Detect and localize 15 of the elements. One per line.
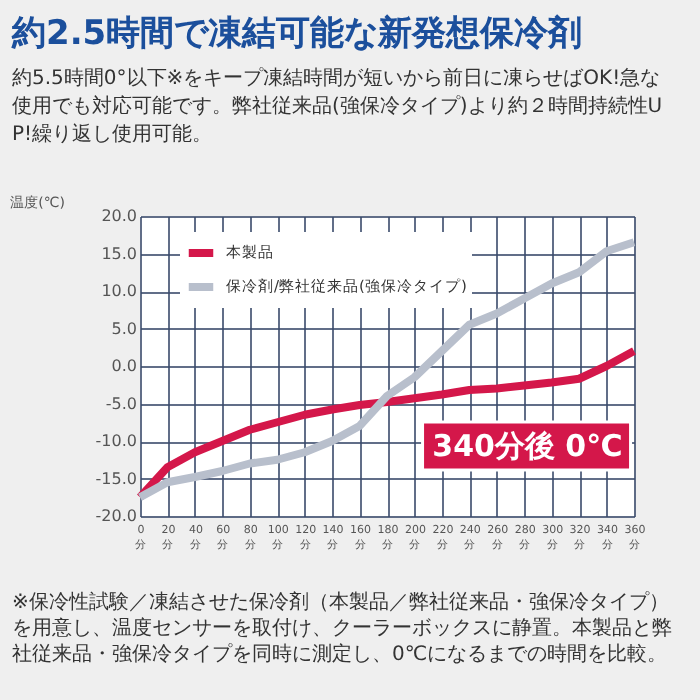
- chart-subtitle: 約5.5時間0°以下※をキープ凍結時間が短いから前日に凍らせばOK!急な使用でも対応可能です。弊社従来品(強保冷タイプ)より約２時間持続性UP!繰り返し使用可能。: [12, 66, 663, 146]
- text: ※保冷性試験／凍結させた保冷剤（本製品／弊社従来品・強保冷タイプ）を用意し、温度センサーを取付け、クーラーボックスに静置。本製品と弊社従来品・強保冷タイプを同時に測定し、0℃になるまでの時間を比較。: [12, 590, 672, 666]
- annotation: 340分後 0℃: [432, 428, 623, 464]
- y-tick-label: 0.0: [111, 357, 137, 375]
- line-series: [136, 238, 638, 502]
- y-tick-label: -15.0: [95, 469, 137, 488]
- y-tick-label: 20.0: [101, 207, 137, 225]
- line-series: [136, 347, 638, 502]
- y-tick-label: -10.0: [95, 432, 137, 450]
- y-tick-label: 15.0: [101, 244, 137, 263]
- chart-title: 約2.5時間で凍結可能な新発想保冷剤: [10, 14, 583, 54]
- y-tick-label: -5.0: [105, 394, 137, 413]
- y-tick-label: -20.0: [95, 507, 137, 525]
- y-tick-label: 10.0: [101, 282, 137, 300]
- y-tick-label: 5.0: [111, 319, 137, 338]
